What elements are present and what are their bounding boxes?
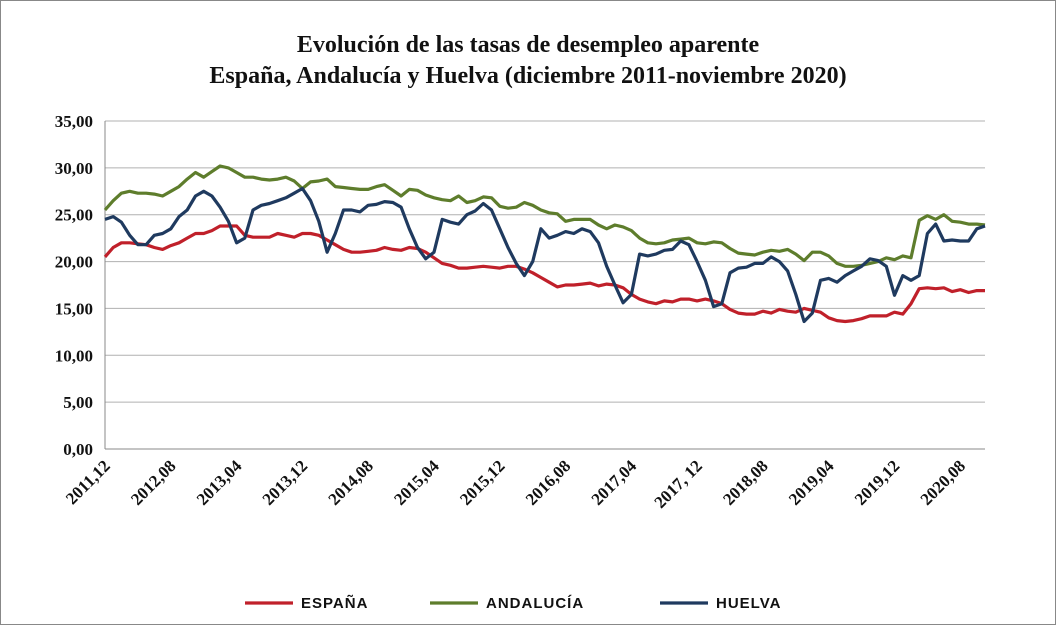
y-tick-label: 10,00 — [55, 346, 93, 365]
y-tick-label: 20,00 — [55, 253, 93, 272]
x-tick-label: 2019,04 — [785, 456, 838, 509]
x-tick-label: 2020,08 — [917, 456, 970, 509]
x-tick-label: 2016,08 — [522, 456, 575, 509]
x-tick-label: 2015,04 — [390, 456, 443, 509]
series-line — [104, 186, 986, 324]
y-tick-label: 35,00 — [55, 112, 93, 131]
legend-label: HUELVA — [716, 595, 781, 612]
legend-label: ESPAÑA — [301, 594, 368, 612]
x-tick-label: 2018,08 — [719, 456, 772, 509]
legend-label: ANDALUCÍA — [486, 595, 584, 612]
x-tick-label: 2011,12 — [62, 456, 114, 508]
x-tick-label: 2017,04 — [588, 456, 641, 509]
y-tick-label: 0,00 — [63, 440, 93, 459]
x-tick-label: 2014,08 — [325, 456, 378, 509]
y-tick-label: 25,00 — [55, 206, 93, 225]
x-tick-label: 2017, 12 — [650, 456, 706, 512]
y-tick-label: 30,00 — [55, 159, 93, 178]
y-tick-label: 5,00 — [63, 393, 93, 412]
chart-subtitle: España, Andalucía y Huelva (diciembre 20… — [209, 63, 846, 89]
x-tick-label: 2019,12 — [851, 456, 904, 509]
series-line — [103, 224, 985, 324]
x-tick-label: 2013,12 — [259, 456, 312, 509]
chart-title: Evolución de las tasas de desempleo apar… — [297, 32, 760, 58]
x-tick-label: 2012,08 — [127, 456, 180, 509]
series-line — [103, 164, 986, 268]
x-tick-label: 2015,12 — [456, 456, 509, 509]
x-tick-label: 2013,04 — [193, 456, 246, 509]
y-tick-label: 15,00 — [55, 299, 93, 318]
